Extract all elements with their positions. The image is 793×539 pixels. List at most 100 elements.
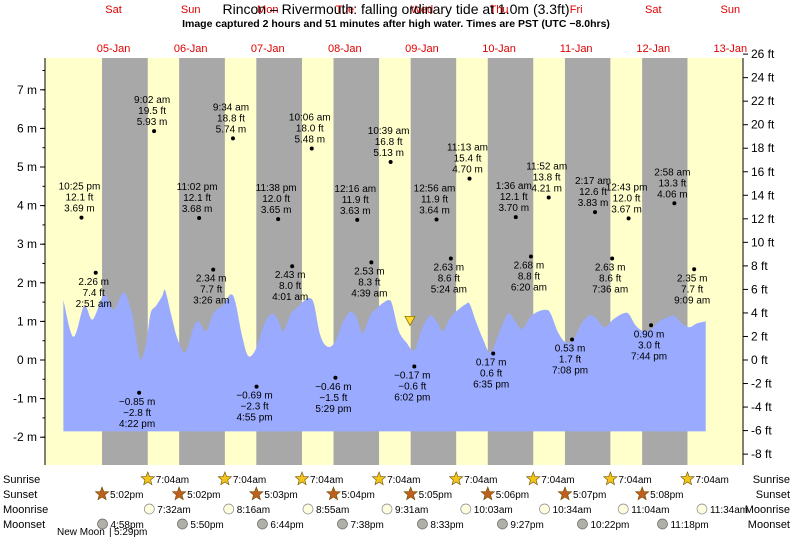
extreme-feet: 12.1 ft <box>500 192 528 203</box>
moonrise-icon <box>539 503 550 515</box>
extreme-point <box>211 267 216 272</box>
y-left-tick-label: 1 m <box>17 314 37 328</box>
y-right-tick-label: -2 ft <box>751 377 772 391</box>
extreme-feet: −0.6 ft <box>398 382 426 393</box>
extreme-metres: 4.70 m <box>452 165 483 176</box>
extreme-point <box>649 323 654 328</box>
extreme-feet: 7.7 ft <box>681 284 703 295</box>
extreme-metres: 3.68 m <box>182 204 213 215</box>
moonrise-icon <box>302 503 314 515</box>
extreme-point <box>610 256 615 261</box>
extreme-point <box>491 351 496 356</box>
chart-subtitle: Image captured 2 hours and 51 minutes af… <box>182 18 610 30</box>
extreme-point <box>388 159 393 164</box>
moonset-icon <box>657 518 668 530</box>
extreme-point <box>254 384 259 389</box>
extreme-time: 4:01 am <box>272 292 308 303</box>
day-name-label: Wed <box>411 4 433 16</box>
y-left-tick-label: 5 m <box>17 160 37 174</box>
moonset-time: 6:44pm <box>270 520 303 531</box>
y-right-tick-label: 22 ft <box>751 94 775 108</box>
moonset-icon <box>497 518 508 530</box>
moonset-time: 5:50pm <box>190 520 223 531</box>
sunset-time: 5:06pm <box>496 490 529 501</box>
extreme-metres: 2.35 m <box>677 273 708 284</box>
extreme-point <box>93 270 98 275</box>
y-right-tick-label: 14 ft <box>751 188 775 202</box>
extreme-feet: 8.6 ft <box>599 273 621 284</box>
extreme-point <box>333 375 338 380</box>
extreme-feet: 18.8 ft <box>217 113 245 124</box>
extreme-point <box>355 217 360 222</box>
extreme-time: 9:02 am <box>134 95 170 106</box>
extreme-time: 4:39 am <box>351 288 387 299</box>
extreme-time: 12:56 am <box>414 183 456 194</box>
extreme-time: 12:43 pm <box>606 182 648 193</box>
extreme-point <box>276 217 281 222</box>
extreme-metres: 2.34 m <box>196 274 227 285</box>
extreme-feet: 3.0 ft <box>638 340 660 351</box>
day-name-label: Sat <box>105 4 122 16</box>
y-right-tick-label: 26 ft <box>751 47 775 61</box>
row-label-left: Sunset <box>3 489 37 501</box>
extreme-metres: −0.69 m <box>236 391 272 402</box>
extreme-feet: 8.0 ft <box>279 281 301 292</box>
extreme-point <box>434 217 439 222</box>
day-date-label: 10-Jan <box>482 43 516 55</box>
moonrise-icon <box>460 503 472 515</box>
day-name-label: Fri <box>570 4 583 16</box>
extreme-metres: −0.17 m <box>394 371 430 382</box>
extreme-time: 11:38 pm <box>256 183 297 194</box>
extreme-time: 3:26 am <box>193 296 229 307</box>
moonrise-icon <box>696 503 708 515</box>
extreme-time: 10:25 pm <box>59 182 101 193</box>
sunrise-icon <box>525 471 541 486</box>
extreme-time: 4:22 pm <box>119 419 155 430</box>
extreme-metres: 5.48 m <box>294 134 325 145</box>
y-right-tick-label: 6 ft <box>751 282 768 296</box>
extreme-metres: 5.13 m <box>373 148 404 159</box>
extreme-feet: 11.9 ft <box>342 195 369 206</box>
sunset-time: 5:04pm <box>342 490 375 501</box>
moonrise-icon <box>143 503 155 515</box>
extreme-time: 5:29 pm <box>315 404 351 415</box>
extreme-time: 5:24 am <box>431 284 467 295</box>
extreme-point <box>152 129 157 134</box>
moonset-icon <box>577 518 588 530</box>
extreme-time: 7:08 pm <box>552 366 588 377</box>
y-right-tick-label: -4 ft <box>751 400 772 414</box>
extreme-feet: 15.4 ft <box>454 154 482 165</box>
sunrise-icon <box>679 471 695 486</box>
sunrise-icon <box>371 471 387 486</box>
extreme-point <box>369 260 374 265</box>
moonrise-icon <box>223 503 235 515</box>
sunrise-time: 7:04am <box>233 475 266 486</box>
extreme-time: 7:44 pm <box>631 351 667 362</box>
extreme-time: 2:17 am <box>575 176 611 187</box>
extreme-point <box>692 267 697 272</box>
extreme-metres: 3.65 m <box>261 205 292 216</box>
extreme-metres: 4.06 m <box>657 189 688 200</box>
extreme-time: 4:55 pm <box>236 413 272 424</box>
y-right-tick-label: -8 ft <box>751 447 772 461</box>
extreme-metres: 2.26 m <box>78 277 109 288</box>
extreme-metres: 3.64 m <box>419 205 450 216</box>
extreme-point <box>626 216 631 221</box>
extreme-point <box>79 215 84 220</box>
extreme-point <box>309 146 314 151</box>
extreme-point <box>528 254 533 259</box>
extreme-time: 10:39 am <box>368 126 410 137</box>
moonrise-time: 10:03am <box>474 505 513 516</box>
y-right-tick-label: 18 ft <box>751 141 775 155</box>
y-right-tick-label: 20 ft <box>751 118 775 132</box>
sunrise-time: 7:04am <box>387 475 420 486</box>
astronomy-rows: Sunrise Sunrise Sunset Sunset Moonrise Moonri… <box>3 471 790 538</box>
extreme-time: 10:06 am <box>289 112 331 123</box>
y-right-tick-label: 0 ft <box>751 353 768 367</box>
extreme-feet: 19.5 ft <box>138 106 166 117</box>
sunrise-time: 7:04am <box>156 475 189 486</box>
sunset-icon <box>403 486 419 501</box>
sunset-icon <box>480 486 496 501</box>
sunset-time: 5:02pm <box>110 490 143 501</box>
sunset-icon <box>634 486 650 501</box>
